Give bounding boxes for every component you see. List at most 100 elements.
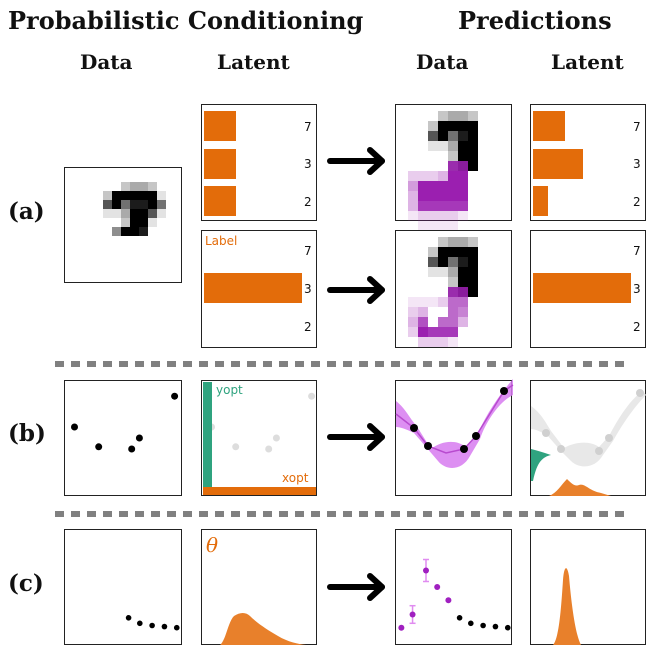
pixel [103,209,112,218]
latent-bars-pred-2: 7 3 2 [533,244,641,334]
observed-point [480,622,486,629]
col-header-cond-data: Data [80,50,133,74]
pixel [148,191,157,200]
label-annotation: Label [205,234,237,248]
pixel [418,317,428,327]
observed-point [460,445,468,453]
data-point [137,620,143,627]
pixel [448,111,458,121]
pixel [458,297,468,307]
arrow-icon [327,423,385,451]
ghost-point [308,392,316,400]
panel-a-pred-latent-2: 7 3 2 [530,230,646,348]
pixel [468,237,478,247]
header-probabilistic-conditioning: Probabilistic Conditioning [8,6,364,35]
pixel [428,201,438,211]
pixel [121,191,130,200]
pixel [458,237,468,247]
tick-label-2: 2 [304,320,312,334]
pixel [448,247,458,257]
data-point [71,423,78,431]
observed-point [468,620,474,627]
row-label-b: (b) [8,420,46,447]
pixel [130,191,139,200]
pixel [418,211,428,221]
tick-label-3: 3 [304,157,312,171]
col-header-pred-data: Data [416,50,469,74]
panel-a-cond-latent-2: Label 7 3 2 [201,230,317,348]
pixel [468,121,478,131]
pixel [157,191,166,200]
pixel [448,297,458,307]
panel-a-cond-latent-1: 7 3 2 [201,104,317,221]
pixel [438,267,448,277]
pixel [448,131,458,141]
pixel [428,211,438,221]
pixel [121,200,130,209]
pixel [112,227,121,236]
pixel [418,327,428,337]
pixel [448,211,458,221]
latent-bar-3-full [533,273,631,303]
pixel [448,237,458,247]
pixel [139,218,148,227]
ghost-point [232,443,240,451]
pixel [448,171,458,181]
predicted-point [398,624,405,631]
panel-c-cond-data [64,529,182,645]
pixel [130,227,139,236]
pixel [438,211,448,221]
latent-bar-2 [533,186,548,216]
pixel [157,200,166,209]
latent-bars-pred-1: 7 3 2 [533,111,641,216]
pixel [139,191,148,200]
pixel [448,307,458,317]
scatter-b-data [71,392,179,453]
pixel [458,171,468,181]
predicted-point [434,584,441,590]
pixel [438,337,448,347]
predicted-point [423,567,429,574]
pixel [428,191,438,201]
uncertainty-band [396,379,513,468]
yopt-label: yopt [216,383,243,397]
pixel [428,327,438,337]
pixel [458,201,468,211]
tick-label-3: 3 [633,282,641,296]
pixel [458,121,468,131]
pixel [139,182,148,191]
pixel [438,111,448,121]
pixel [468,287,478,297]
pixel [458,181,468,191]
pixel [448,327,458,337]
pixel [418,221,428,231]
xopt-bar [203,487,316,495]
pixel [468,257,478,267]
digit-image-input [103,182,166,236]
pixel [139,227,148,236]
observed-point [504,624,511,631]
pixel [130,218,139,227]
pixel [112,209,121,218]
pixel [438,327,448,337]
data-point [125,615,132,621]
pixel [448,337,458,347]
tick-label-3: 3 [633,157,641,171]
arrow-icon [327,276,385,304]
pixel [438,247,448,257]
pixel [468,141,478,151]
data-point [171,392,179,400]
ghost-point [265,445,273,453]
observed-point [500,387,508,395]
pixel [448,277,458,287]
pixel [468,247,478,257]
pixel [148,218,157,227]
pixel [130,182,139,191]
panel-b-cond-data [64,380,182,496]
panel-b-pred-data [395,379,514,496]
panel-b-cond-latent: yopt xopt [201,380,317,496]
data-point [173,624,180,631]
pixel [121,218,130,227]
pixel [438,237,448,247]
theta-label: θ [206,533,218,557]
